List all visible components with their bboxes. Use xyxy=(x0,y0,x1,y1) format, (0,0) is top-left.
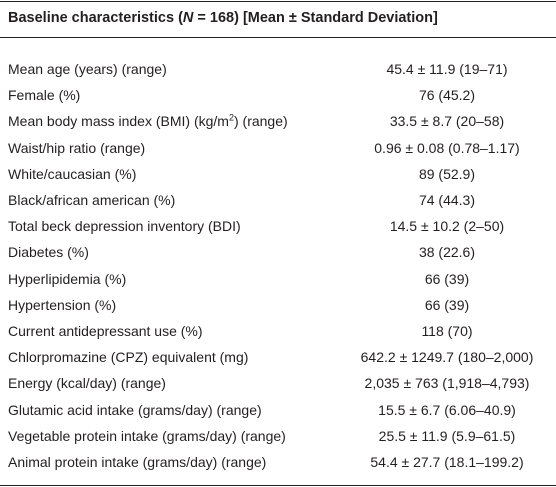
row-label: White/caucasian (%) xyxy=(8,165,137,182)
row-label: Glutamic acid intake (grams/day) (range) xyxy=(8,401,262,418)
row-value: 642.2 ± 1249.7 (180–2,000) xyxy=(360,349,534,366)
row-label: Mean body mass index (BMI) (kg/m2) (rang… xyxy=(8,108,288,134)
table-row: Hyperlipidemia (%) 66 (39) xyxy=(0,266,556,292)
table-row: Energy (kcal/day) (range) 2,035 ± 763 (1,… xyxy=(0,370,556,396)
header-rule xyxy=(0,37,556,38)
row-label: Black/african american (%) xyxy=(8,192,176,208)
top-rule xyxy=(0,1,556,2)
row-label: Female (%) xyxy=(8,87,81,104)
table-row: Mean body mass index (BMI) (kg/m2) (rang… xyxy=(0,108,556,134)
table-row: Diabetes (%) 38 (22.6) xyxy=(0,239,556,265)
table-row: Waist/hip ratio (range) 0.96 ± 0.08 (0.78… xyxy=(0,135,556,161)
title-text: Baseline characteristics ( xyxy=(8,10,183,26)
title-italic: N xyxy=(182,10,194,26)
row-label: Mean age (years) (range) xyxy=(8,61,167,77)
label-part: ) (range) xyxy=(233,113,288,130)
table-row: Chlorpromazine (CPZ) equivalent (mg) 642.… xyxy=(0,344,556,370)
row-value: 74 (44.3) xyxy=(418,192,476,208)
row-value: 45.4 ± 11.9 (19–71) xyxy=(386,61,508,77)
table-row: Total beck depression inventory (BDI) 14.… xyxy=(0,213,556,239)
row-value: 54.4 ± 27.7 (18.1–199.2) xyxy=(370,454,524,470)
row-label: Chlorpromazine (CPZ) equivalent (mg) xyxy=(8,349,249,366)
table-row: Female (%) 76 (45.2) xyxy=(0,82,556,108)
row-value: 25.5 ± 11.9 (5.9–61.5) xyxy=(378,427,516,444)
table-row: Current antidepressant use (%) 118 (70) xyxy=(0,318,556,344)
row-label: Waist/hip ratio (range) xyxy=(8,139,146,156)
row-value: 118 (70) xyxy=(421,323,473,339)
table-row: Black/african american (%) 74 (44.3) xyxy=(0,187,556,213)
row-value: 38 (22.6) xyxy=(418,244,476,261)
table-row: Animal protein intake (grams/day) (range… xyxy=(0,449,556,475)
row-label: Vegetable protein intake (grams/day) (ra… xyxy=(8,427,286,444)
row-label: Hypertension (%) xyxy=(8,296,117,313)
row-label: Hyperlipidemia (%) xyxy=(8,270,127,287)
row-value: 76 (45.2) xyxy=(418,87,476,104)
row-value: 66 (39) xyxy=(424,270,470,287)
row-value: 14.5 ± 10.2 (2–50) xyxy=(389,218,505,235)
table-title: Baseline characteristics (N = 168) [Mean… xyxy=(8,6,438,30)
row-value: 33.5 ± 8.7 (20–58) xyxy=(389,113,505,130)
row-label: Animal protein intake (grams/day) (range… xyxy=(8,454,267,470)
table-row: Glutamic acid intake (grams/day) (range)… xyxy=(0,397,556,423)
row-label: Total beck depression inventory (BDI) xyxy=(8,218,241,235)
row-label: Current antidepressant use (%) xyxy=(8,323,203,339)
row-value: 66 (39) xyxy=(424,296,470,313)
row-label: Energy (kcal/day) (range) xyxy=(8,375,166,392)
superscript: 2 xyxy=(228,112,234,123)
row-label: Diabetes (%) xyxy=(8,244,89,261)
row-value: 15.5 ± 6.7 (6.06–40.9) xyxy=(378,401,516,418)
bottom-rule xyxy=(0,485,556,486)
row-value: 2,035 ± 763 (1,918–4,793) xyxy=(364,375,530,392)
title-text: = 168) [Mean ± Standard Deviation] xyxy=(193,10,438,26)
table-row: White/caucasian (%) 89 (52.9) xyxy=(0,161,556,187)
row-value: 0.96 ± 0.08 (0.78–1.17) xyxy=(374,139,520,156)
label-part: Mean body mass index (BMI) (kg/m xyxy=(8,113,229,130)
row-value: 89 (52.9) xyxy=(418,165,476,182)
table-row: Mean age (years) (range) 45.4 ± 11.9 (19–… xyxy=(0,56,556,82)
table-row: Vegetable protein intake (grams/day) (ra… xyxy=(0,423,556,449)
table-row: Hypertension (%) 66 (39) xyxy=(0,292,556,318)
